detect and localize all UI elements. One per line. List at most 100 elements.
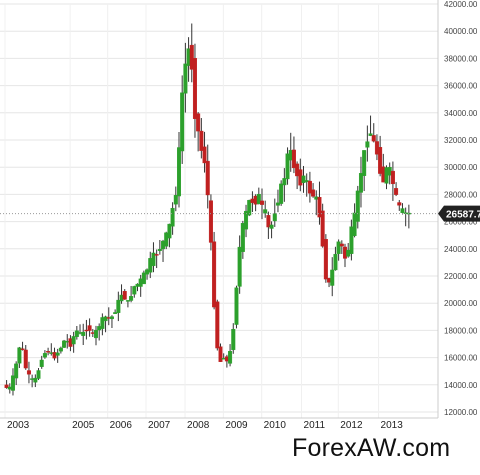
y-tick-label: 30000.00 bbox=[444, 163, 478, 172]
y-tick-label: 36000.00 bbox=[444, 82, 478, 91]
y-tick-label: 28000.00 bbox=[444, 190, 478, 199]
candle-up bbox=[183, 63, 188, 94]
candle-up bbox=[180, 92, 185, 152]
candle-up bbox=[282, 178, 287, 186]
candle-down bbox=[87, 325, 92, 331]
candle-up bbox=[256, 193, 261, 205]
candle-up bbox=[157, 249, 162, 251]
candle-down bbox=[317, 197, 322, 218]
candle-down bbox=[202, 146, 207, 164]
candle-down bbox=[323, 239, 328, 280]
candle-down bbox=[26, 370, 31, 375]
candle-down bbox=[371, 135, 376, 142]
candle-up bbox=[71, 336, 76, 345]
candle-up bbox=[336, 241, 341, 254]
y-tick-label: 38000.00 bbox=[444, 54, 478, 63]
y-tick-label: 26000.00 bbox=[444, 218, 478, 227]
candle-down bbox=[20, 348, 25, 350]
candle-down bbox=[192, 58, 197, 119]
candle-up bbox=[55, 352, 60, 356]
candle-down bbox=[154, 254, 159, 256]
y-tick-label: 14000.00 bbox=[444, 381, 478, 390]
candle-up bbox=[272, 213, 277, 222]
candle-up bbox=[237, 246, 242, 287]
candle-up bbox=[116, 299, 121, 313]
grid-lines bbox=[0, 3, 438, 418]
y-tick-label: 16000.00 bbox=[444, 354, 478, 363]
current-price-tag-shape bbox=[438, 205, 480, 222]
candle-up bbox=[42, 353, 47, 358]
x-tick-label: 2007 bbox=[148, 420, 171, 431]
candle-down bbox=[390, 170, 395, 185]
candle-up bbox=[14, 363, 19, 379]
candle-up bbox=[132, 286, 137, 295]
candle-up bbox=[231, 328, 236, 351]
candle-up bbox=[301, 175, 306, 183]
candle-up bbox=[151, 252, 156, 267]
candle-up bbox=[74, 330, 79, 337]
candle-up bbox=[10, 375, 15, 391]
x-axis-ticks: 2003 2005 2006 2007 2008 2009 2010 2011 2012 2013 bbox=[7, 420, 403, 431]
current-price-label: 26587.7 bbox=[446, 210, 480, 221]
candle-up bbox=[62, 340, 67, 348]
candle-down bbox=[46, 351, 51, 353]
candle-up bbox=[333, 253, 338, 271]
candle-up bbox=[285, 153, 290, 180]
candle-up bbox=[109, 316, 114, 320]
candle-up bbox=[164, 232, 169, 247]
x-tick-label: 2003 bbox=[7, 420, 30, 431]
candle-down bbox=[205, 160, 210, 196]
candle-down bbox=[307, 180, 312, 194]
y-tick-label: 34000.00 bbox=[444, 109, 478, 118]
x-tick-label: 2013 bbox=[381, 420, 404, 431]
y-tick-label: 40000.00 bbox=[444, 27, 478, 36]
x-tick-label: 2012 bbox=[340, 420, 363, 431]
candle-down bbox=[215, 301, 220, 349]
candle-down bbox=[378, 147, 383, 174]
candle-up bbox=[352, 212, 357, 236]
candle-up bbox=[400, 208, 405, 214]
candle-up bbox=[368, 133, 373, 136]
candle-up bbox=[269, 224, 274, 229]
candle-up bbox=[113, 312, 118, 314]
y-tick-label: 24000.00 bbox=[444, 245, 478, 254]
candle-up bbox=[279, 183, 284, 204]
candle-up bbox=[39, 359, 44, 367]
candles bbox=[4, 23, 411, 396]
candle-up bbox=[17, 347, 22, 364]
candle-down bbox=[196, 113, 201, 132]
candle-up bbox=[93, 329, 98, 339]
candle-up bbox=[365, 141, 370, 148]
watermark: ForexAW.com bbox=[292, 434, 451, 462]
candle-up bbox=[129, 296, 134, 301]
candle-up bbox=[100, 317, 105, 329]
candle-down bbox=[291, 149, 296, 169]
candle-down bbox=[311, 189, 316, 197]
candle-up bbox=[103, 316, 108, 322]
candle-up bbox=[141, 272, 146, 285]
candle-down bbox=[208, 200, 213, 243]
candle-down bbox=[394, 188, 399, 195]
candle-up bbox=[234, 287, 239, 325]
candle-down bbox=[23, 349, 28, 369]
candle-up bbox=[170, 207, 175, 227]
x-tick-label: 2010 bbox=[264, 420, 287, 431]
x-tick-label: 2009 bbox=[225, 420, 248, 431]
candle-up bbox=[33, 377, 38, 383]
y-tick-label: 42000.00 bbox=[444, 0, 478, 9]
candle-down bbox=[212, 241, 217, 308]
candle-up bbox=[173, 195, 178, 205]
candle-up bbox=[358, 173, 363, 193]
candle-up bbox=[330, 269, 335, 286]
candle-up bbox=[36, 370, 41, 379]
y-tick-label: 22000.00 bbox=[444, 272, 478, 281]
candle-down bbox=[266, 215, 271, 228]
candle-up bbox=[275, 202, 280, 206]
candle-up bbox=[263, 209, 268, 214]
candle-down bbox=[339, 243, 344, 247]
candle-up bbox=[58, 347, 63, 352]
y-axis-ticks: 12000.00 14000.00 16000.00 18000.00 20000.00… bbox=[444, 0, 478, 417]
candle-up bbox=[176, 147, 181, 197]
candle-up bbox=[125, 300, 130, 302]
